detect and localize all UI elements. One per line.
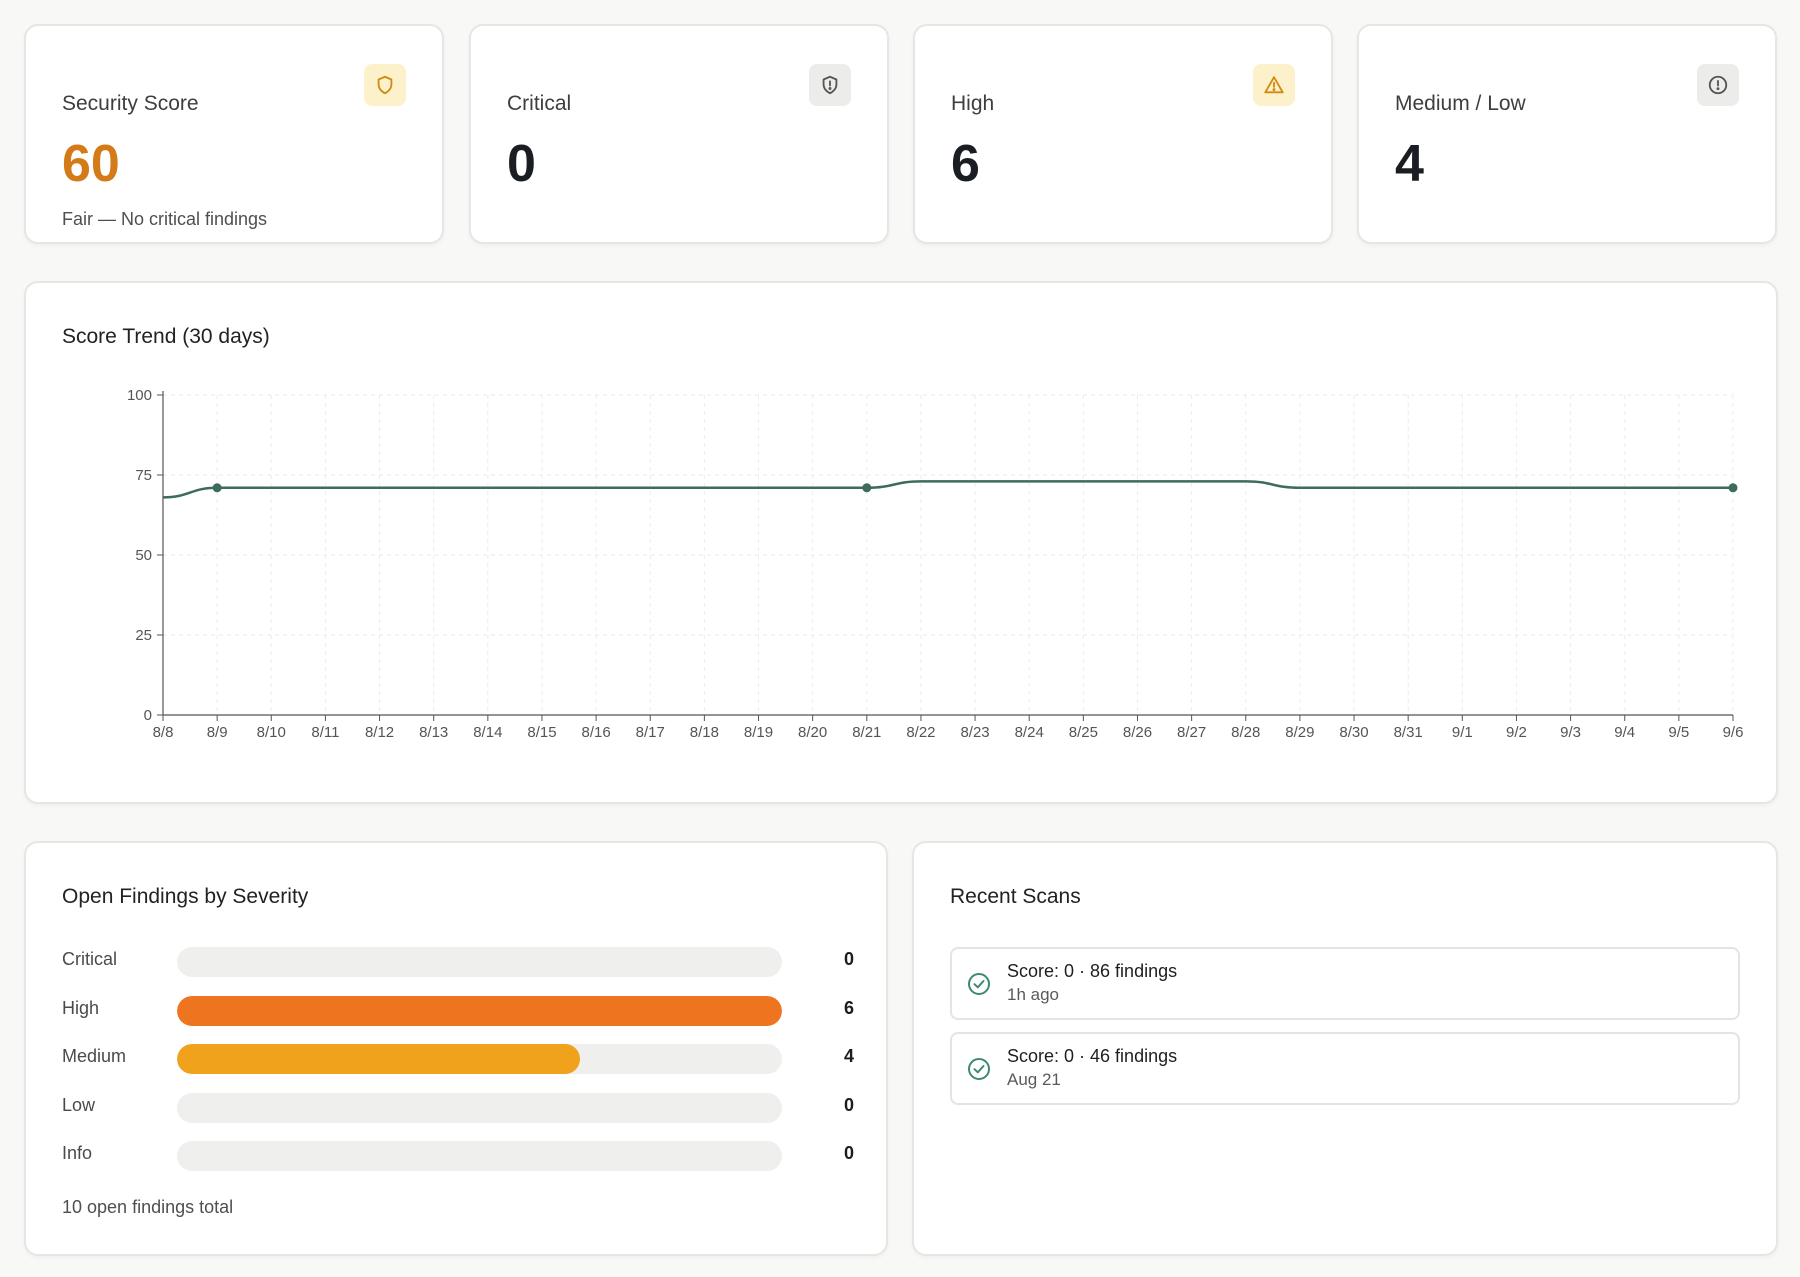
x-tick-label: 8/20 [798,724,827,741]
shield-alert-icon [809,64,851,106]
stat-card-security-score: Security Score 60 Fair — No critical fin… [24,24,444,244]
x-tick-label: 9/5 [1668,724,1689,741]
scan-item[interactable]: Score: 0 · 46 findings Aug 21 [950,1032,1740,1105]
score-trend-card: Score Trend (30 days) 0 25 50 75 100 8/8 8/9 8/… [24,281,1778,804]
severity-count: 0 [844,1095,855,1115]
x-tick-label: 9/3 [1560,724,1581,741]
y-tick-label: 0 [144,707,152,724]
x-tick-label: 8/8 [153,724,174,741]
x-tick-label: 8/17 [636,724,665,741]
x-tick-label: 9/1 [1452,724,1473,741]
scan-title: Score: 0 · 46 findings [1007,1046,1178,1066]
scan-time: Aug 21 [1007,1070,1061,1089]
stat-label: Security Score [62,92,199,115]
severity-label: Low [62,1095,96,1115]
x-tick-label: 8/21 [852,724,881,741]
x-tick-label: 8/13 [419,724,448,741]
recent-scans-card: Recent Scans Score: 0 · 86 findings 1h ag… [912,841,1778,1256]
severity-row-high: High 6 [62,996,855,1026]
x-tick-label: 8/14 [473,724,502,741]
y-tick-label: 50 [135,547,152,564]
severity-count: 4 [844,1046,855,1066]
stat-label: Critical [507,92,572,115]
y-tick-label: 100 [127,387,152,404]
security-score-sub: Fair — No critical findings [62,209,268,229]
x-tick-label: 9/2 [1506,724,1527,741]
x-tick-label: 8/19 [744,724,773,741]
x-tick-label: 8/10 [257,724,286,741]
findings-by-severity-card: Open Findings by Severity Critical 0 High 6… [24,841,888,1256]
x-tick-label: 8/18 [690,724,719,741]
score-trend-chart: 0 25 50 75 100 8/8 8/9 8/10 8/11 8/12 8/13 8/14 8/15… [127,387,1744,741]
y-tick-label: 75 [135,467,152,484]
x-tick-label: 8/15 [527,724,556,741]
data-point [212,483,222,493]
x-tick-label: 8/16 [582,724,611,741]
severity-count: 0 [844,1143,855,1163]
x-tick-label: 9/4 [1614,724,1635,741]
severity-row-low: Low 0 [62,1093,855,1123]
severity-bar-fill [177,996,782,1026]
severity-count: 0 [844,949,855,969]
critical-count-value: 0 [507,135,536,193]
x-tick-label: 8/24 [1015,724,1044,741]
severity-bar-track [177,996,782,1026]
severity-bar-track [177,1093,782,1123]
x-tick-label: 9/6 [1723,724,1744,741]
severity-count: 6 [844,998,855,1018]
x-tick-label: 8/11 [311,724,339,741]
severity-bar-track [177,1141,782,1171]
warning-triangle-icon [1253,64,1295,106]
stat-label: High [951,92,995,115]
medium-low-count-value: 4 [1395,135,1424,193]
x-tick-label: 8/25 [1069,724,1098,741]
severity-label: Info [62,1143,93,1163]
severity-label: Medium [62,1046,127,1066]
stat-card-medium-low: Medium / Low 4 [1357,24,1777,244]
x-tick-label: 8/12 [365,724,394,741]
stat-label: Medium / Low [1395,92,1526,115]
severity-label: High [62,998,100,1018]
severity-row-medium: Medium 4 [62,1044,855,1074]
series-line [162,480,1733,499]
x-tick-label: 8/31 [1394,724,1423,741]
x-tick-label: 8/26 [1123,724,1152,741]
x-tick-label: 8/9 [207,724,228,741]
findings-title: Open Findings by Severity [62,885,309,908]
x-tick-label: 8/22 [906,724,935,741]
data-point [1728,483,1738,493]
data-point [862,483,872,493]
shield-icon [364,64,406,106]
findings-total: 10 open findings total [62,1197,234,1217]
severity-row-info: Info 0 [62,1141,855,1171]
x-tick-label: 8/27 [1177,724,1206,741]
severity-row-critical: Critical 0 [62,947,855,977]
stat-card-high: High 6 [913,24,1333,244]
x-tick-label: 8/29 [1285,724,1314,741]
check-circle-icon [968,973,990,995]
security-score-value: 60 [62,135,120,193]
severity-bar-track [177,1044,782,1074]
severity-bar-track [177,947,782,977]
x-tick-label: 8/30 [1339,724,1368,741]
high-count-value: 6 [951,135,980,193]
recent-scans-title: Recent Scans [950,885,1081,908]
scan-item[interactable]: Score: 0 · 86 findings 1h ago [950,947,1740,1020]
y-tick-label: 25 [135,627,152,644]
x-tick-label: 8/28 [1231,724,1260,741]
severity-bar-fill [177,1044,581,1074]
x-tick-label: 8/23 [960,724,989,741]
info-circle-icon [1697,64,1739,106]
check-circle-icon [968,1058,990,1080]
scan-time: 1h ago [1007,985,1059,1004]
score-trend-title: Score Trend (30 days) [62,325,270,348]
scan-title: Score: 0 · 86 findings [1007,961,1178,981]
stat-card-critical: Critical 0 [469,24,889,244]
severity-label: Critical [62,949,118,969]
